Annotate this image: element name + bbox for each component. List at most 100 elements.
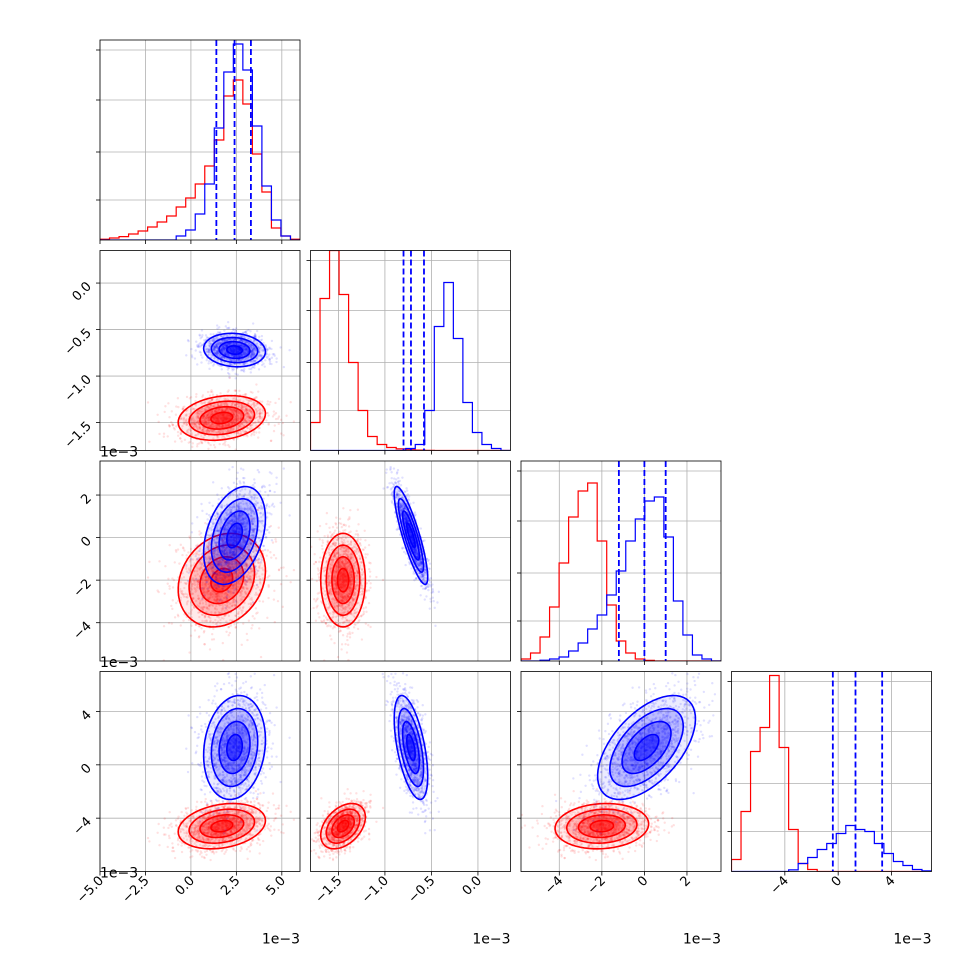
- red-sample-point: [204, 420, 207, 423]
- blue-sample-point: [251, 354, 254, 357]
- red-sample-point: [258, 599, 261, 603]
- red-sample-point: [217, 431, 220, 434]
- red-sample-point: [279, 418, 283, 422]
- red-sample-point: [179, 543, 182, 547]
- red-sample-point: [191, 422, 194, 425]
- red-sample-point: [172, 578, 176, 582]
- red-sample-point: [227, 414, 231, 418]
- blue-sample-point: [197, 345, 200, 348]
- red-sample-point: [222, 413, 226, 417]
- blue-sample-point: [215, 343, 218, 347]
- red-sample-point: [192, 419, 196, 423]
- red-sample-point: [221, 424, 224, 428]
- red-sample-point: [214, 409, 217, 412]
- red-sample-point: [157, 420, 160, 423]
- red-sample-point: [216, 403, 220, 406]
- red-sample-point: [222, 424, 225, 428]
- red-sample-point: [248, 409, 252, 413]
- red-sample-point: [255, 383, 258, 386]
- red-sample-point: [227, 389, 230, 392]
- red-sample-point: [212, 405, 215, 408]
- red-sample-point: [184, 419, 187, 422]
- red-sample-point: [216, 435, 219, 439]
- red-sample-point: [208, 462, 210, 464]
- red-sample-point: [277, 397, 281, 401]
- red-sample-point: [225, 415, 228, 418]
- red-sample-point: [258, 414, 261, 418]
- red-sample-point: [168, 587, 171, 590]
- red-sample-point: [235, 409, 238, 412]
- red-sample-point: [217, 436, 220, 439]
- red-sample-point: [227, 416, 230, 420]
- red-sample-point: [253, 401, 256, 404]
- red-sample-point: [240, 405, 244, 409]
- y-tick-label: −1.0: [62, 372, 95, 405]
- red-sample-point: [245, 409, 248, 412]
- blue-sample-point: [248, 367, 251, 371]
- red-sample-point: [211, 411, 214, 414]
- red-sample-point: [210, 410, 213, 413]
- red-sample-point: [204, 417, 207, 420]
- red-sample-point: [223, 417, 227, 421]
- red-sample-point: [243, 405, 246, 408]
- red-sample-point: [187, 551, 190, 554]
- red-sample-point: [247, 402, 250, 405]
- red-sample-point: [241, 406, 245, 409]
- blue-sample-point: [193, 357, 197, 360]
- red-sample-point: [223, 409, 226, 413]
- blue-sample-point: [239, 369, 243, 372]
- red-sample-point: [254, 407, 258, 411]
- red-sample-point: [198, 442, 201, 445]
- red-sample-point: [246, 412, 250, 415]
- red-sample-point: [233, 403, 237, 406]
- red-sample-point: [183, 421, 186, 424]
- red-sample-point: [221, 419, 224, 423]
- red-sample-point: [252, 430, 256, 433]
- red-sample-point: [225, 407, 229, 411]
- diag-hist-area: [100, 40, 300, 240]
- red-sample-point: [193, 423, 196, 426]
- red-sample-point: [200, 410, 203, 414]
- red-sample-point: [176, 613, 180, 617]
- red-sample-point: [234, 448, 237, 451]
- red-sample-point: [210, 412, 213, 415]
- red-sample-point: [260, 411, 264, 415]
- red-sample-point: [224, 424, 228, 427]
- red-histogram: [100, 79, 300, 240]
- red-sample-point: [226, 430, 229, 433]
- red-sample-point: [193, 422, 196, 426]
- red-sample-point: [250, 411, 253, 414]
- red-sample-point: [206, 422, 209, 425]
- red-sample-point: [205, 428, 208, 432]
- red-sample-point: [289, 581, 292, 584]
- red-sample-point: [224, 402, 227, 405]
- red-sample-point: [215, 424, 218, 427]
- blue-sample-point: [222, 345, 225, 348]
- red-sample-point: [228, 422, 231, 425]
- red-sample-point: [206, 390, 210, 394]
- red-sample-point: [273, 589, 276, 593]
- red-sample-point: [247, 415, 250, 419]
- red-sample-point: [231, 409, 234, 412]
- red-sample-point: [196, 442, 199, 446]
- red-sample-point: [292, 420, 296, 423]
- blue-sample-point: [229, 349, 232, 353]
- red-sample-point: [207, 406, 211, 409]
- red-sample-point: [210, 412, 213, 415]
- red-sample-point: [202, 427, 205, 431]
- blue-sample-point: [268, 471, 272, 474]
- red-sample-point: [225, 414, 228, 417]
- blue-sample-point: [288, 348, 291, 352]
- red-sample-point: [250, 399, 253, 403]
- red-sample-point: [221, 413, 225, 417]
- red-sample-point: [214, 424, 217, 427]
- red-sample-point: [212, 423, 215, 426]
- red-sample-point: [214, 417, 218, 420]
- red-sample-point: [246, 408, 249, 411]
- red-sample-point: [273, 413, 276, 416]
- red-sample-point: [215, 419, 219, 423]
- red-sample-point: [225, 417, 228, 420]
- red-sample-point: [184, 414, 187, 417]
- red-sample-point: [188, 397, 192, 400]
- blue-sample-point: [227, 589, 230, 592]
